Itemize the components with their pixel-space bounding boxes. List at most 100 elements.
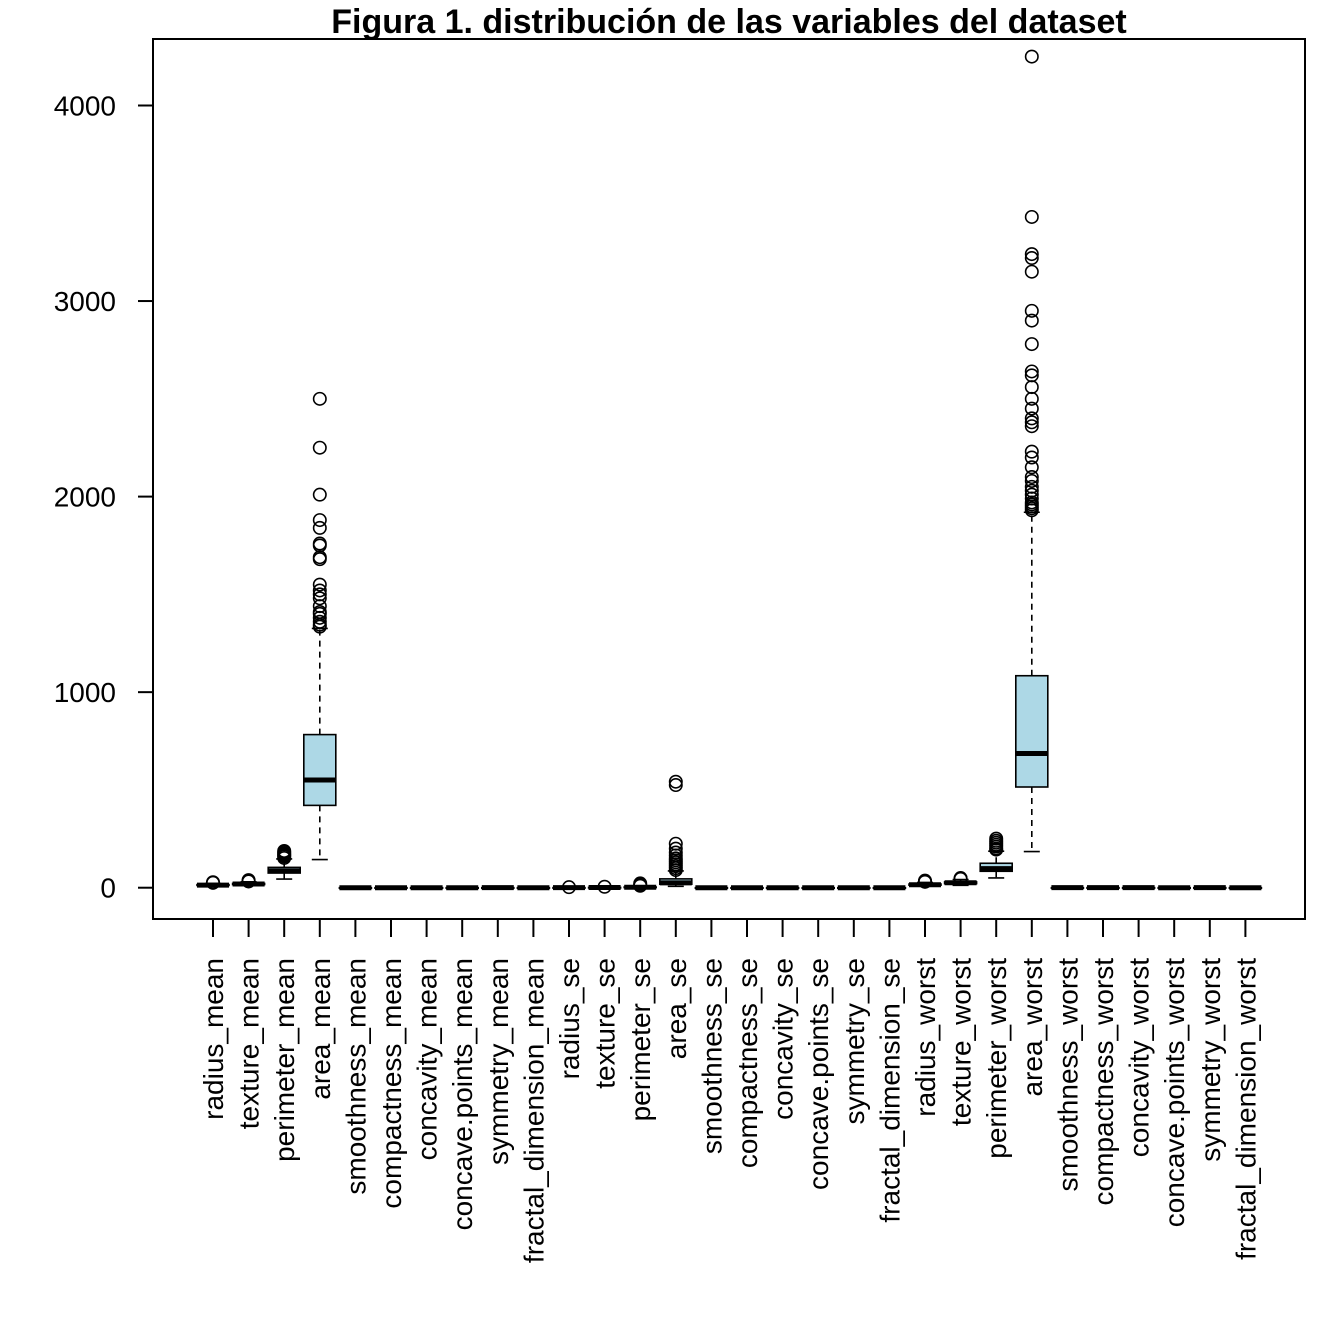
outlier-point [668, 774, 683, 789]
outlier-point [1024, 313, 1039, 328]
y-tick-label: 1000 [54, 677, 116, 708]
outlier-point [953, 871, 968, 886]
outlier-point [312, 591, 327, 606]
outlier-point [668, 841, 683, 856]
box-perimeter_se [623, 876, 658, 893]
boxes-group [196, 49, 1263, 895]
x-tick-label: symmetry_se [839, 958, 870, 1124]
x-tick-label: radius_mean [198, 958, 229, 1120]
outlier-point [1024, 419, 1039, 434]
box-radius_mean [196, 875, 230, 890]
outlier-point [668, 836, 683, 851]
x-tick-label: concavity_se [768, 958, 799, 1120]
box-concave.points_mean [445, 885, 480, 891]
box-concavity_mean [409, 885, 444, 891]
outlier-point [1024, 483, 1039, 498]
box-radius_worst [908, 873, 942, 889]
outlier-point [668, 778, 683, 793]
outlier-point [1024, 380, 1039, 395]
outlier-point [1024, 411, 1039, 426]
box-symmetry_worst [1193, 885, 1227, 891]
outlier-point [1024, 264, 1039, 279]
box-compactness_mean [374, 885, 408, 891]
outlier-point [312, 536, 327, 551]
y-tick-label: 0 [100, 873, 116, 904]
outlier-point [633, 876, 648, 891]
x-tick-label: concavity_mean [412, 958, 443, 1160]
x-tick-label: area_worst [1017, 958, 1048, 1097]
outlier-point [312, 587, 327, 602]
outlier-point [1024, 415, 1039, 430]
outlier-point [312, 520, 327, 535]
outlier-point [561, 880, 576, 895]
box-perimeter_worst [979, 831, 1014, 879]
x-tick-label: fractal_dimension_worst [1230, 958, 1261, 1260]
outlier-point [668, 845, 683, 860]
outlier-point [1024, 444, 1039, 459]
box-smoothness_worst [1050, 885, 1085, 891]
x-tick-label: texture_se [590, 958, 621, 1089]
outlier-point [1024, 49, 1039, 64]
x-tick-label: compactness_mean [376, 958, 407, 1209]
box-iqr [1014, 674, 1049, 788]
x-tick-label: radius_worst [910, 958, 941, 1117]
chart-title: Figura 1. distribución de las variables … [331, 3, 1126, 41]
box-iqr [302, 733, 337, 807]
box-concavity_worst [1121, 885, 1156, 891]
y-tick-label: 3000 [54, 286, 116, 317]
x-tick-label: fractal_dimension_mean [518, 958, 549, 1263]
box-area_se [658, 774, 693, 888]
x-tick-label: concave.points_worst [1159, 958, 1190, 1227]
outlier-point [241, 873, 256, 888]
x-tick-label: texture_mean [234, 958, 265, 1129]
outlier-point [1024, 401, 1039, 416]
box-concave.points_se [801, 885, 836, 891]
x-tick-label: texture_worst [946, 958, 977, 1126]
box-compactness_worst [1086, 885, 1120, 891]
box-smoothness_se [694, 885, 729, 891]
outlier-point [1024, 303, 1039, 318]
box-symmetry_mean [480, 885, 515, 891]
x-tick-label: concave.points_mean [447, 958, 478, 1230]
outlier-point [1024, 247, 1039, 262]
box-texture_worst [943, 871, 978, 887]
outlier-point [1024, 337, 1039, 352]
box-texture_mean [231, 873, 266, 889]
outlier-point [312, 614, 327, 629]
outlier-point [312, 577, 327, 592]
outlier-point [1024, 470, 1039, 485]
outlier-point [1024, 460, 1039, 475]
outlier-point [312, 391, 327, 406]
box-area_worst [1014, 49, 1049, 853]
outlier-point [1024, 479, 1039, 494]
outlier-point [597, 879, 612, 894]
outlier-point [989, 831, 1004, 846]
outlier-point [1024, 473, 1039, 488]
outlier-point [1024, 251, 1039, 266]
x-tick-label: area_mean [305, 958, 336, 1100]
box-texture_se [587, 879, 622, 894]
x-tick-label: fractal_dimension_se [874, 958, 905, 1223]
box-perimeter_mean [267, 843, 302, 880]
x-tick-label: symmetry_mean [483, 958, 514, 1165]
x-tick-label: smoothness_mean [340, 958, 371, 1195]
box-compactness_se [730, 885, 764, 891]
x-tick-label: concavity_worst [1124, 958, 1155, 1157]
outlier-point [312, 583, 327, 598]
x-tick-label: perimeter_mean [269, 958, 300, 1162]
x-tick-label: perimeter_worst [981, 958, 1012, 1159]
box-concavity_se [765, 885, 800, 891]
box-radius_se [552, 880, 586, 895]
outlier-point [312, 440, 327, 455]
box-fractal_dimension_worst [1228, 885, 1263, 891]
outlier-point [312, 604, 327, 619]
outlier-point [312, 513, 327, 528]
x-tick-label: perimeter_se [625, 958, 656, 1121]
box-concave.points_worst [1157, 885, 1191, 891]
box-area_mean [302, 391, 337, 861]
box-fractal_dimension_se [872, 885, 907, 891]
y-tick-label: 4000 [54, 90, 116, 121]
x-tick-label: area_se [661, 958, 692, 1059]
box-smoothness_mean [338, 885, 373, 891]
outlier-point [1024, 450, 1039, 465]
